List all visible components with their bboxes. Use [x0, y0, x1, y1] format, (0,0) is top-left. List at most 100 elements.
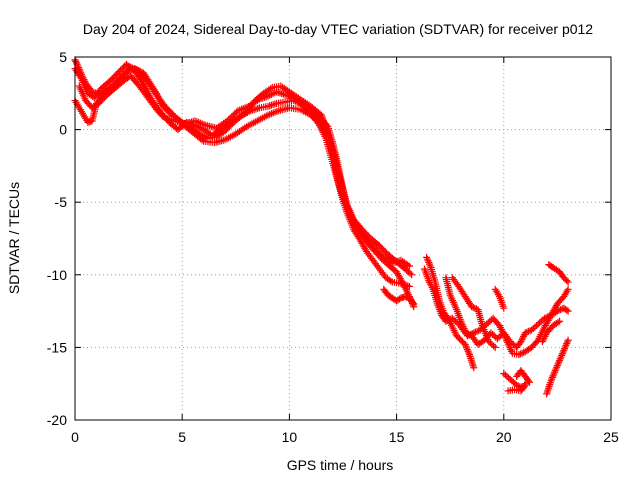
- data-point: [404, 261, 412, 269]
- data-point: [490, 342, 498, 350]
- data-point: [556, 355, 564, 363]
- data-point: [72, 59, 80, 67]
- data-point: [473, 327, 481, 335]
- series-track-9: [448, 274, 499, 351]
- data-marks: [71, 56, 572, 398]
- series-track-14: [543, 336, 572, 398]
- data-point: [164, 115, 172, 123]
- y-axis-label: SDTVAR / TECUs: [6, 182, 22, 294]
- data-point: [557, 353, 565, 361]
- data-point: [521, 329, 529, 337]
- data-point: [447, 315, 455, 323]
- data-point: [426, 262, 434, 270]
- y-tick-label: 5: [59, 49, 67, 65]
- data-point: [555, 358, 563, 366]
- data-point: [468, 303, 476, 311]
- data-point: [564, 285, 572, 293]
- data-point: [558, 350, 566, 358]
- data-point: [465, 349, 473, 357]
- data-point: [405, 282, 413, 290]
- data-point: [471, 328, 479, 336]
- data-point: [161, 113, 169, 121]
- data-point: [561, 345, 569, 353]
- y-axis: 5 0 -5 -10 -15 -20: [47, 49, 611, 428]
- data-point: [559, 348, 567, 356]
- data-point: [387, 277, 395, 285]
- data-point: [463, 346, 471, 354]
- plot-border: [74, 56, 612, 421]
- data-point: [551, 367, 559, 375]
- data-point: [551, 368, 559, 376]
- data-point: [162, 114, 170, 122]
- series-track-4: [75, 72, 413, 270]
- x-axis-label: GPS time / hours: [287, 457, 394, 473]
- y-tick-label: -5: [55, 194, 68, 210]
- data-point: [444, 317, 452, 325]
- series-track-8: [442, 274, 572, 359]
- data-point: [524, 327, 532, 335]
- data-point: [159, 113, 167, 121]
- data-point: [564, 307, 572, 315]
- y-tick-label: -20: [47, 412, 67, 428]
- data-point: [76, 73, 84, 81]
- data-point: [423, 253, 431, 261]
- data-point: [284, 87, 292, 95]
- data-point: [442, 317, 450, 325]
- data-point: [314, 120, 322, 128]
- data-point: [560, 346, 568, 354]
- data-point: [405, 262, 413, 270]
- data-point: [465, 331, 473, 339]
- data-point: [469, 303, 477, 311]
- data-point: [425, 260, 433, 268]
- data-point: [556, 356, 564, 364]
- data-point: [526, 378, 534, 386]
- data-point: [553, 363, 561, 371]
- data-point: [406, 269, 414, 277]
- data-point: [564, 278, 572, 286]
- data-point: [548, 373, 556, 381]
- x-tick-label: 10: [282, 429, 298, 445]
- y-tick-label: 0: [59, 122, 67, 138]
- data-point: [554, 318, 562, 326]
- data-point: [462, 342, 470, 350]
- data-point: [549, 372, 557, 380]
- data-point: [423, 255, 431, 263]
- data-point: [563, 306, 571, 314]
- x-tick-label: 25: [603, 429, 619, 445]
- chart-title: Day 204 of 2024, Sidereal Day-to-day VTE…: [83, 21, 593, 37]
- data-point: [515, 351, 523, 359]
- data-point: [408, 271, 416, 279]
- data-point: [267, 85, 275, 93]
- data-point: [491, 343, 499, 351]
- data-point: [563, 340, 571, 348]
- data-point: [470, 329, 478, 337]
- data-point: [561, 343, 569, 351]
- data-point: [563, 277, 571, 285]
- data-point: [524, 377, 532, 385]
- data-point: [548, 375, 556, 383]
- data-point: [562, 341, 570, 349]
- series-track-5: [380, 285, 418, 308]
- data-point: [518, 349, 526, 357]
- data-point: [554, 360, 562, 368]
- series-track-16: [538, 317, 564, 346]
- data-point: [424, 257, 432, 265]
- data-point: [558, 351, 566, 359]
- series-track-10: [491, 285, 508, 312]
- data-point: [467, 330, 475, 338]
- data-point: [410, 300, 418, 308]
- data-point: [520, 383, 528, 391]
- data-point: [198, 136, 206, 144]
- data-point: [463, 344, 471, 352]
- data-point: [547, 377, 555, 385]
- series-track-13: [504, 381, 529, 395]
- series-track-12: [513, 367, 534, 386]
- data-point: [552, 365, 560, 373]
- data-point: [463, 332, 471, 340]
- data-point: [470, 364, 478, 372]
- data-point: [464, 347, 472, 355]
- x-tick-label: 0: [71, 429, 79, 445]
- data-point: [553, 362, 561, 370]
- data-point: [468, 330, 476, 338]
